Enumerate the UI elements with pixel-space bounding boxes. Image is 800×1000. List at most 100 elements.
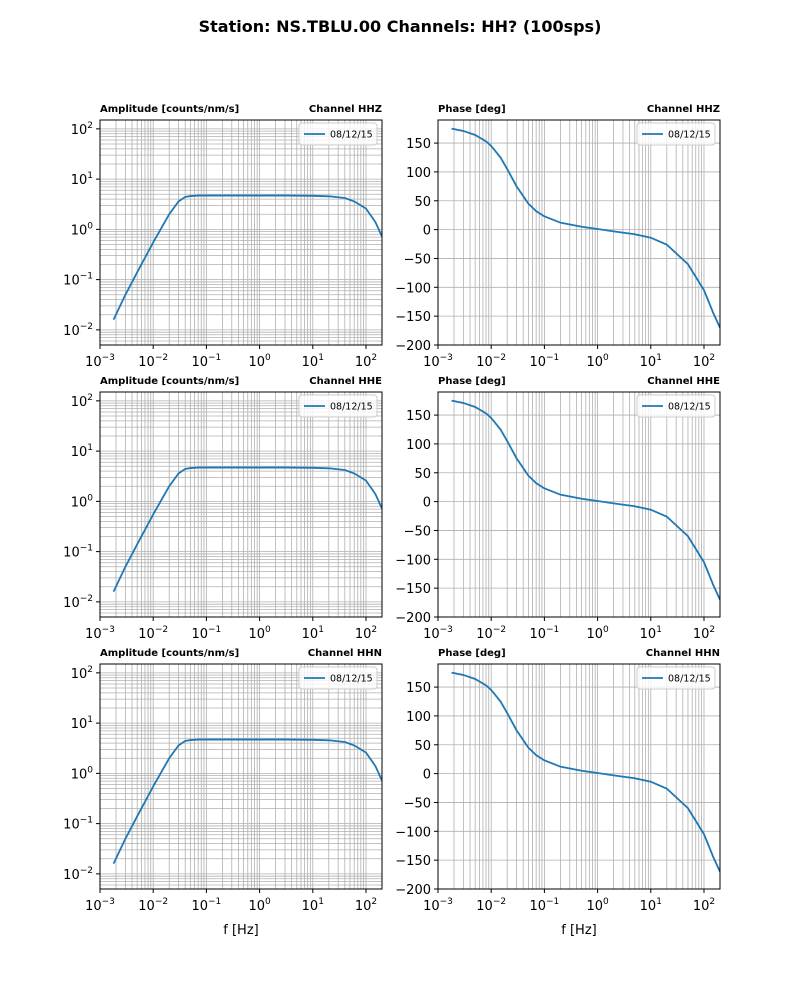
x-tick-label: 10−1 [529,625,559,642]
panel-title-right: Channel HHE [647,376,720,387]
legend: 08/12/15 [636,394,716,418]
legend-box [298,394,378,418]
y-tick-label: 0 [423,496,431,511]
axes-frame [437,119,721,346]
x-tick-label: 101 [640,625,662,642]
axes-frame [99,119,383,346]
y-tick-label: 101 [71,171,93,188]
legend-label: 08/12/15 [330,130,373,141]
panel-title-right: Channel HHN [646,648,720,659]
x-axis-label: f [Hz] [223,923,258,938]
x-tick-label: 102 [693,897,715,914]
panel-title-right: Channel HHZ [647,104,720,115]
x-tick-label: 101 [640,353,662,370]
y-tick-label: 102 [71,393,93,410]
x-tick-label: 102 [693,353,715,370]
legend-box [636,666,716,690]
legend: 08/12/15 [298,122,378,146]
panel-amplitude-hhe: 10−3 10−2 10−1 100 101 102 10−2 10−1 100 101 102 Am… [63,376,383,642]
x-tick-label: 10−1 [191,897,221,914]
panel-title-left: Amplitude [counts/nm/s] [100,648,239,659]
y-tick-label: 100 [71,765,94,782]
x-tick-label: 100 [248,353,271,370]
y-tick-label: 10−2 [63,594,93,611]
x-tick-label: 10−3 [423,625,453,642]
panel-phase-hhn: 10−3 10−2 10−1 100 101 102 150 100 50 0 −50 −100 −15… [395,648,721,938]
legend-box [298,122,378,146]
y-tick-label: 50 [414,739,431,754]
panel-amplitude-hhn: 10−3 10−2 10−1 100 101 102 10−2 10−1 100 101 102 Am… [63,648,383,938]
series-line-08-12-15 [451,399,720,601]
legend: 08/12/15 [298,394,378,418]
x-tick-label: 10−1 [191,625,221,642]
legend-label: 08/12/15 [668,130,711,141]
panel-phase-hhz: 10−3 10−2 10−1 100 101 102 150 100 50 0 −50 −100 −15… [395,104,721,370]
y-tick-label: 101 [71,715,93,732]
legend-label: 08/12/15 [668,402,711,413]
x-tick-label: 10−3 [85,897,115,914]
x-tick-label: 10−3 [85,625,115,642]
x-tick-label: 10−1 [529,897,559,914]
legend-box [636,394,716,418]
series-line-08-12-15 [451,671,720,873]
y-tick-label: 150 [406,137,431,152]
series-line-08-12-15 [451,127,720,329]
grid-lines [438,664,720,889]
series-line-08-12-15 [112,466,382,592]
x-tick-label: 10−2 [138,353,168,370]
y-tick-label: 100 [406,710,431,725]
y-tick-label: −200 [395,611,431,626]
legend: 08/12/15 [636,122,716,146]
series-line-08-12-15 [112,738,382,864]
y-tick-label: −50 [404,524,431,539]
x-tick-label: 10−2 [476,353,506,370]
y-tick-label: 10−1 [63,272,93,289]
legend-label: 08/12/15 [330,674,373,685]
y-tick-label: −200 [395,883,431,898]
x-tick-label: 101 [302,897,324,914]
legend: 08/12/15 [636,666,716,690]
legend-box [636,122,716,146]
x-tick-label: 102 [355,353,377,370]
x-tick-label: 100 [248,897,271,914]
panel-title-right: Channel HHE [309,376,382,387]
panel-title-left: Amplitude [counts/nm/s] [100,104,239,115]
y-tick-label: −50 [404,796,431,811]
y-tick-label: 101 [71,443,93,460]
x-tick-label: 10−1 [191,353,221,370]
panels-group: 10−3 10−2 10−1 100 101 102 10−2 10−1 100 101 102 Am… [63,104,721,938]
x-axis-label: f [Hz] [561,923,596,938]
y-tick-label: −50 [404,252,431,267]
y-tick-label: 102 [71,665,93,682]
x-tick-label: 10−3 [423,897,453,914]
grid-lines [100,120,382,345]
y-tick-label: 50 [414,467,431,482]
x-tick-label: 100 [586,353,609,370]
y-tick-label: 10−1 [63,544,93,561]
x-tick-label: 102 [693,625,715,642]
y-tick-label: −100 [395,553,431,568]
y-tick-label: 10−2 [63,322,93,339]
panel-title-right: Channel HHN [308,648,382,659]
y-tick-label: 0 [423,768,431,783]
y-tick-label: 10−1 [63,816,93,833]
axes-frame [99,663,383,890]
y-tick-label: 100 [406,438,431,453]
panel-phase-hhe: 10−3 10−2 10−1 100 101 102 150 100 50 0 −50 −100 −15… [395,376,721,642]
axes-frame [437,391,721,618]
x-tick-label: 10−1 [529,353,559,370]
y-tick-label: −150 [395,854,431,869]
x-tick-label: 100 [248,625,271,642]
figure-title: Station: NS.TBLU.00 Channels: HH? (100sp… [199,17,602,36]
y-tick-label: 150 [406,409,431,424]
y-tick-label: 100 [406,166,431,181]
y-tick-label: 50 [414,195,431,210]
legend-label: 08/12/15 [668,674,711,685]
x-tick-label: 10−2 [476,625,506,642]
legend: 08/12/15 [298,666,378,690]
x-tick-label: 10−2 [138,897,168,914]
y-tick-label: −200 [395,339,431,354]
y-tick-label: −100 [395,281,431,296]
axes-frame [99,391,383,618]
x-tick-label: 101 [302,353,324,370]
